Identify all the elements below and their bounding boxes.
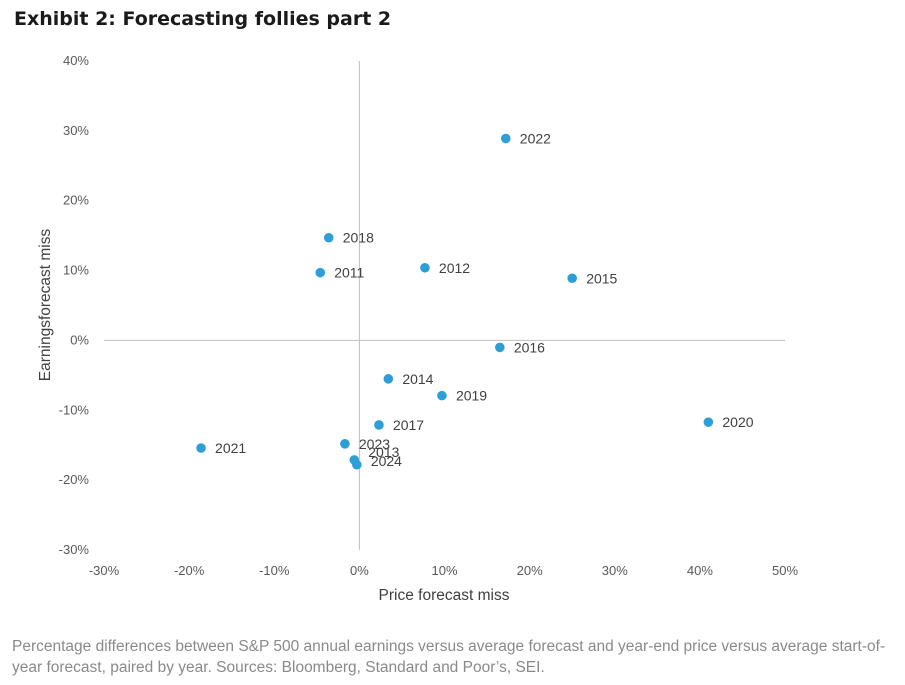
data-point-2017 <box>374 420 384 430</box>
y-tick-label: -30% <box>59 542 90 557</box>
point-label-2016: 2016 <box>514 339 545 355</box>
y-tick-label: -10% <box>59 402 90 417</box>
data-point-2022 <box>500 133 511 144</box>
data-point-2023 <box>340 439 350 449</box>
x-tick-label: 20% <box>517 563 543 578</box>
data-point-2024 <box>352 459 362 470</box>
scatter-chart: -30% -20% -10% 0% 10% 20% 30% 40% 50% -30% -20% -10… <box>37 53 799 604</box>
point-label-2014: 2014 <box>402 371 433 387</box>
x-tick-label: 0% <box>350 563 369 578</box>
x-tick-label: -20% <box>174 563 205 578</box>
data-point-2012 <box>420 262 430 273</box>
data-point-2015 <box>567 273 577 284</box>
point-label-2022: 2022 <box>520 131 551 147</box>
point-label-2020: 2020 <box>722 414 753 430</box>
y-tick-label: 30% <box>63 123 89 138</box>
data-point-2011 <box>315 267 326 278</box>
axes-layer <box>104 61 785 550</box>
point-label-2021: 2021 <box>215 440 246 456</box>
data-point-2020 <box>703 417 714 427</box>
data-point-2016 <box>495 342 505 353</box>
figure-caption: Percentage differences between S&P 500 a… <box>12 638 886 676</box>
point-label-2017: 2017 <box>393 417 424 433</box>
x-axis-title: Price forecast miss <box>379 587 510 604</box>
y-tick-label: 10% <box>63 263 89 278</box>
x-tick-label: 30% <box>602 563 628 578</box>
point-label-2019: 2019 <box>456 388 487 404</box>
point-label-2015: 2015 <box>586 270 617 286</box>
x-tick-label: -30% <box>89 563 120 578</box>
chart-title: Exhibit 2: Forecasting follies part 2 <box>14 8 392 30</box>
tick-labels: -30% -20% -10% 0% 10% 20% 30% 40% 50% -30% -20% -10… <box>59 53 799 578</box>
y-tick-label: 40% <box>63 53 89 68</box>
x-tick-label: 50% <box>772 563 798 578</box>
y-axis-title: Earningsforecast miss <box>37 229 54 382</box>
point-label-2023: 2023 <box>359 436 390 452</box>
x-tick-label: 10% <box>431 563 457 578</box>
y-tick-label: 0% <box>70 332 89 347</box>
point-label-2012: 2012 <box>439 260 470 276</box>
x-tick-label: 40% <box>687 563 713 578</box>
x-tick-label: -10% <box>259 563 290 578</box>
point-labels: 2022 2018 2011 2012 2015 2016 2014 2019 2020 2017… <box>215 131 754 469</box>
data-point-2014 <box>383 374 394 384</box>
y-tick-label: 20% <box>63 193 89 208</box>
data-points <box>196 133 714 470</box>
point-label-2024: 2024 <box>371 453 402 469</box>
data-point-2021 <box>196 443 206 453</box>
data-point-2018 <box>323 232 334 243</box>
point-label-2018: 2018 <box>343 230 374 246</box>
point-label-2011: 2011 <box>334 265 364 281</box>
y-tick-label: -20% <box>59 472 90 487</box>
data-point-2019 <box>437 390 447 401</box>
point-label-2013: 2013 <box>368 444 399 460</box>
